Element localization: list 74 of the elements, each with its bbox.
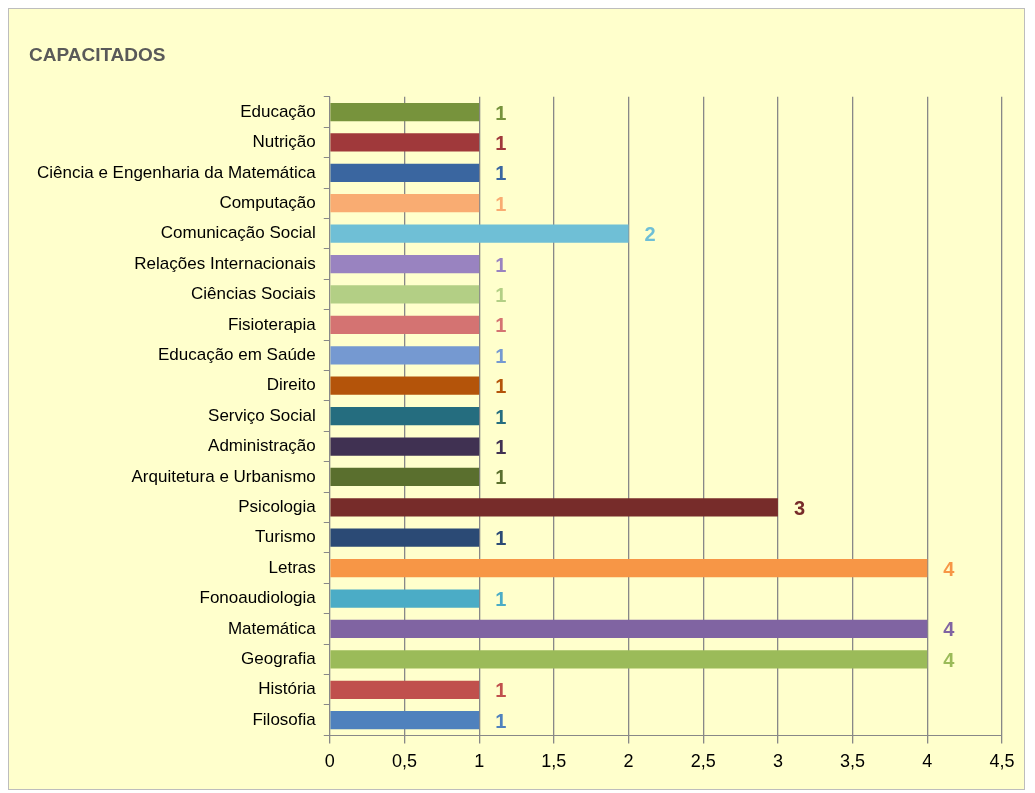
bar xyxy=(330,315,480,334)
data-label: 1 xyxy=(495,162,507,185)
data-label: 1 xyxy=(495,679,507,702)
data-label: 1 xyxy=(495,344,507,367)
bar xyxy=(330,437,480,456)
bar xyxy=(330,589,480,608)
data-label: 1 xyxy=(495,588,507,611)
y-tick-label: Filosofia xyxy=(252,709,317,729)
bar xyxy=(330,650,928,669)
y-tick-label: Comunicação Social xyxy=(160,223,316,243)
bar xyxy=(330,163,480,182)
x-tick-label: 0 xyxy=(324,751,335,772)
bar xyxy=(330,498,778,517)
bar xyxy=(330,680,480,699)
y-tick-label: Psicologia xyxy=(238,497,317,517)
y-tick-label: Arquitetura e Urbanismo xyxy=(131,466,316,486)
bar xyxy=(330,528,480,547)
data-label: 3 xyxy=(793,496,806,519)
y-tick-label: Serviço Social xyxy=(208,405,316,425)
bar xyxy=(330,254,480,274)
y-tick-label: Fonoaudiologia xyxy=(199,588,317,608)
y-tick-label: Ciência e Engenharia da Matemática xyxy=(36,162,317,182)
data-label: 1 xyxy=(495,375,507,398)
y-tick-label: Administração xyxy=(208,436,316,456)
x-tick-label: 3 xyxy=(772,751,783,772)
bar xyxy=(330,224,629,243)
bar xyxy=(330,559,928,578)
bar xyxy=(330,467,480,487)
data-label: 1 xyxy=(495,283,507,306)
x-tick-label: 1,5 xyxy=(541,751,567,772)
y-tick-label: Educação xyxy=(240,101,316,121)
data-label: 4 xyxy=(943,648,956,671)
data-label: 1 xyxy=(495,466,507,489)
bar xyxy=(330,133,480,152)
bar xyxy=(330,711,480,730)
x-tick-label: 1 xyxy=(474,751,485,772)
x-tick-label: 2,5 xyxy=(690,751,716,772)
x-tick-label: 0,5 xyxy=(391,751,417,772)
data-label: 1 xyxy=(495,131,507,154)
data-label: 4 xyxy=(943,618,956,641)
data-label: 1 xyxy=(495,527,507,550)
y-tick-label: História xyxy=(258,679,317,699)
y-tick-label: Letras xyxy=(268,557,316,577)
x-tick-label: 4 xyxy=(922,751,933,772)
y-tick-label: Geografia xyxy=(241,649,317,669)
data-label: 1 xyxy=(495,253,507,276)
data-label: 4 xyxy=(943,557,956,580)
bar xyxy=(330,194,480,213)
bar xyxy=(330,346,480,365)
y-tick-label: Nutrição xyxy=(252,132,316,152)
data-label: 1 xyxy=(495,436,507,459)
x-tick-label: 2 xyxy=(623,751,634,772)
y-tick-label: Matemática xyxy=(227,618,317,638)
data-label: 1 xyxy=(495,405,507,428)
data-label: 1 xyxy=(495,709,507,732)
x-tick-label: 3,5 xyxy=(840,751,866,772)
y-tick-label: Educação em Saúde xyxy=(157,344,316,364)
bar xyxy=(330,285,480,304)
data-label: 1 xyxy=(495,192,507,215)
bar xyxy=(330,376,480,395)
data-label: 1 xyxy=(495,314,507,337)
y-tick-label: Computação xyxy=(219,192,316,212)
x-tick-label: 4,5 xyxy=(989,751,1015,772)
bar xyxy=(330,406,480,426)
y-tick-label: Fisioterapia xyxy=(227,314,317,334)
data-label: 2 xyxy=(644,223,656,246)
bar xyxy=(330,102,480,122)
y-tick-label: Relações Internacionais xyxy=(134,253,316,273)
bar xyxy=(330,619,928,639)
y-tick-label: Ciências Sociais xyxy=(191,284,316,304)
y-tick-label: Direito xyxy=(266,375,316,395)
text: CAPACITADOS xyxy=(29,43,166,65)
data-label: 1 xyxy=(495,101,507,124)
y-tick-label: Turismo xyxy=(255,527,316,547)
